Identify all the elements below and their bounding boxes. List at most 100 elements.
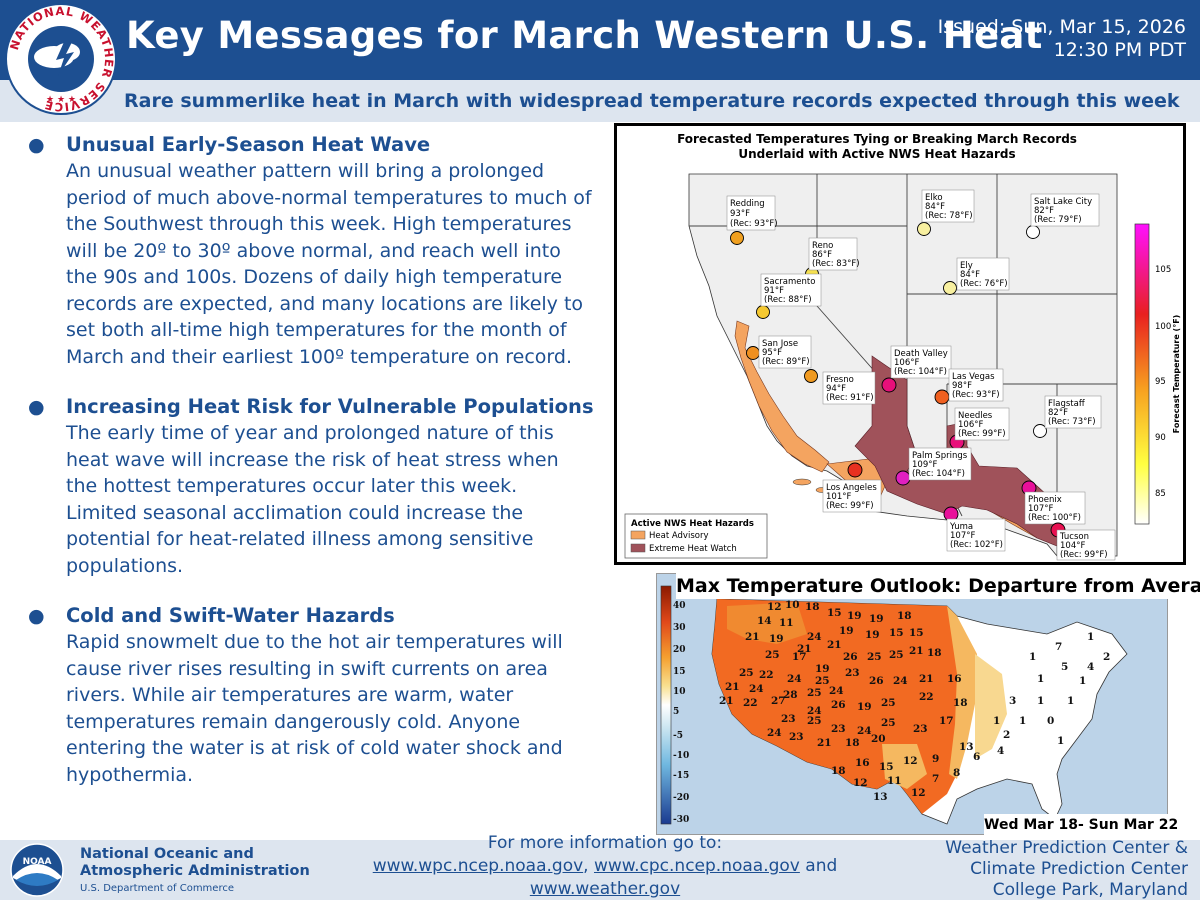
svg-text:Los Angeles: Los Angeles xyxy=(826,483,877,493)
outlook-value: 15 xyxy=(889,627,904,639)
svg-text:Phoenix: Phoenix xyxy=(1028,495,1062,505)
outlook-value: 4 xyxy=(997,745,1004,757)
svg-text:Yuma: Yuma xyxy=(949,522,973,532)
outlook-value: 25 xyxy=(889,649,904,661)
svg-text:106°F: 106°F xyxy=(958,420,983,430)
svg-text:(Rec: 91°F): (Rec: 91°F) xyxy=(826,393,874,403)
outlook-value: 19 xyxy=(847,610,862,622)
outlook-value: 16 xyxy=(855,757,870,769)
outlook-value: 19 xyxy=(869,613,884,625)
city-tucson: Tucson 104°F (Rec: 99°F) xyxy=(1050,522,1116,561)
svg-text:107°F: 107°F xyxy=(1028,504,1053,514)
outlook-value: 23 xyxy=(781,713,796,725)
more-info: For more information go to: www.wpc.ncep… xyxy=(340,832,870,901)
city-elko: Elko 84°F (Rec: 78°F) xyxy=(917,189,975,236)
outlook-value: 8 xyxy=(953,767,960,779)
svg-text:5: 5 xyxy=(673,707,679,717)
outlook-value: 1 xyxy=(1087,631,1094,643)
outlook-value: 21 xyxy=(817,737,832,749)
svg-text:Palm Springs: Palm Springs xyxy=(912,451,968,461)
city-redding: Redding 93°F (Rec: 93°F) xyxy=(726,195,778,245)
svg-text:Heat Advisory: Heat Advisory xyxy=(649,531,708,541)
outlook-value: 24 xyxy=(829,685,844,697)
outlook-value: 23 xyxy=(831,723,846,735)
outlook-map-period: Wed Mar 18- Sun Mar 22 xyxy=(984,814,1178,836)
outlook-value: 3 xyxy=(1009,695,1016,707)
footer-bar xyxy=(0,840,1200,900)
outlook-value: 10 xyxy=(785,599,800,611)
outlook-value: 17 xyxy=(939,715,954,727)
outlook-value: 21 xyxy=(909,645,924,657)
outlook-value: 23 xyxy=(845,667,860,679)
svg-text:84°F: 84°F xyxy=(960,270,980,280)
issued-time: Issued: Sun, Mar 15, 2026 12:30 PM PDT xyxy=(938,16,1186,62)
svg-text:(Rec: 102°F): (Rec: 102°F) xyxy=(950,540,1003,550)
outlook-value: 11 xyxy=(779,617,794,629)
outlook-value: 21 xyxy=(745,631,760,643)
outlook-value: 18 xyxy=(805,601,820,613)
outlook-value: 28 xyxy=(783,689,798,701)
outlook-value: 7 xyxy=(932,773,939,785)
svg-text:98°F: 98°F xyxy=(952,381,972,391)
outlook-value: 22 xyxy=(919,691,934,703)
message-heat-risk: ● Increasing Heat Risk for Vulnerable Po… xyxy=(24,394,594,579)
svg-text:(Rec: 73°F): (Rec: 73°F) xyxy=(1048,417,1096,427)
svg-text:107°F: 107°F xyxy=(950,531,975,541)
city-los-angeles: Los Angeles 101°F (Rec: 99°F) xyxy=(822,462,882,513)
svg-text:101°F: 101°F xyxy=(826,492,851,502)
message-body: The early time of year and prolonged nat… xyxy=(66,422,559,577)
svg-text:84°F: 84°F xyxy=(925,202,945,212)
svg-text:95: 95 xyxy=(1155,377,1166,387)
outlook-value: 2 xyxy=(1003,729,1010,741)
outlook-value: 16 xyxy=(947,673,962,685)
svg-text:San Jose: San Jose xyxy=(762,339,798,349)
outlook-value: 14 xyxy=(757,615,772,627)
outlook-value: 1 xyxy=(1067,695,1074,707)
svg-text:106°F: 106°F xyxy=(894,358,919,368)
more-info-label: For more information go to: xyxy=(487,833,723,853)
outlook-value: 24 xyxy=(807,631,822,643)
svg-text:(Rec: 93°F): (Rec: 93°F) xyxy=(952,390,1000,400)
outlook-value: 22 xyxy=(743,697,758,709)
svg-text:91°F: 91°F xyxy=(764,286,784,296)
subtitle-bar: Rare summerlike heat in March with wides… xyxy=(0,80,1200,122)
outlook-value: 17 xyxy=(792,651,807,663)
svg-text:100: 100 xyxy=(1155,322,1171,332)
svg-text:(Rec: 93°F): (Rec: 93°F) xyxy=(730,219,778,229)
city-ely: Ely 84°F (Rec: 76°F) xyxy=(943,257,1010,295)
wpc-cpc-credit: Weather Prediction Center & Climate Pred… xyxy=(945,838,1188,900)
svg-text:Ely: Ely xyxy=(960,261,973,271)
outlook-value: 9 xyxy=(932,753,939,765)
outlook-value: 25 xyxy=(881,717,896,729)
outlook-value: 12 xyxy=(767,601,782,613)
outlook-value: 15 xyxy=(909,627,924,639)
message-title: Cold and Swift-Water Hazards xyxy=(66,604,395,627)
svg-text:20: 20 xyxy=(673,645,686,655)
svg-text:(Rec: 99°F): (Rec: 99°F) xyxy=(826,501,874,511)
record-map-svg: Forecasted Temperatures Tying or Breakin… xyxy=(620,132,1181,561)
outlook-value: 1 xyxy=(1029,651,1036,663)
outlook-value: 21 xyxy=(719,695,734,707)
city-needles: Needles 106°F (Rec: 99°F) xyxy=(949,407,1010,450)
outlook-value: 1 xyxy=(1057,735,1064,747)
outlook-value: 19 xyxy=(815,663,830,675)
svg-text:93°F: 93°F xyxy=(730,209,750,219)
outlook-value: 21 xyxy=(797,643,812,655)
svg-text:(Rec: 100°F): (Rec: 100°F) xyxy=(1028,513,1081,523)
svg-text:(Rec: 89°F): (Rec: 89°F) xyxy=(762,357,810,367)
cpc-link[interactable]: www.cpc.ncep.noaa.gov xyxy=(593,856,800,876)
outlook-value: 21 xyxy=(827,639,842,651)
svg-text:Flagstaff: Flagstaff xyxy=(1048,399,1086,409)
outlook-value: 12 xyxy=(911,787,926,799)
outlook-value: 21 xyxy=(725,681,740,693)
header-bar: Key Messages for March Western U.S. Heat… xyxy=(0,0,1200,80)
hazard-legend: Active NWS Heat Hazards Heat Advisory Ex… xyxy=(624,513,768,559)
outlook-value: 12 xyxy=(903,755,918,767)
svg-text:-10: -10 xyxy=(673,751,689,761)
weather-gov-link[interactable]: www.weather.gov xyxy=(529,879,681,899)
svg-text:(Rec: 79°F): (Rec: 79°F) xyxy=(1034,215,1082,225)
outlook-value: 21 xyxy=(919,673,934,685)
svg-text:109°F: 109°F xyxy=(912,460,937,470)
svg-text:Redding: Redding xyxy=(730,199,765,209)
wpc-link[interactable]: www.wpc.ncep.noaa.gov xyxy=(372,856,584,876)
